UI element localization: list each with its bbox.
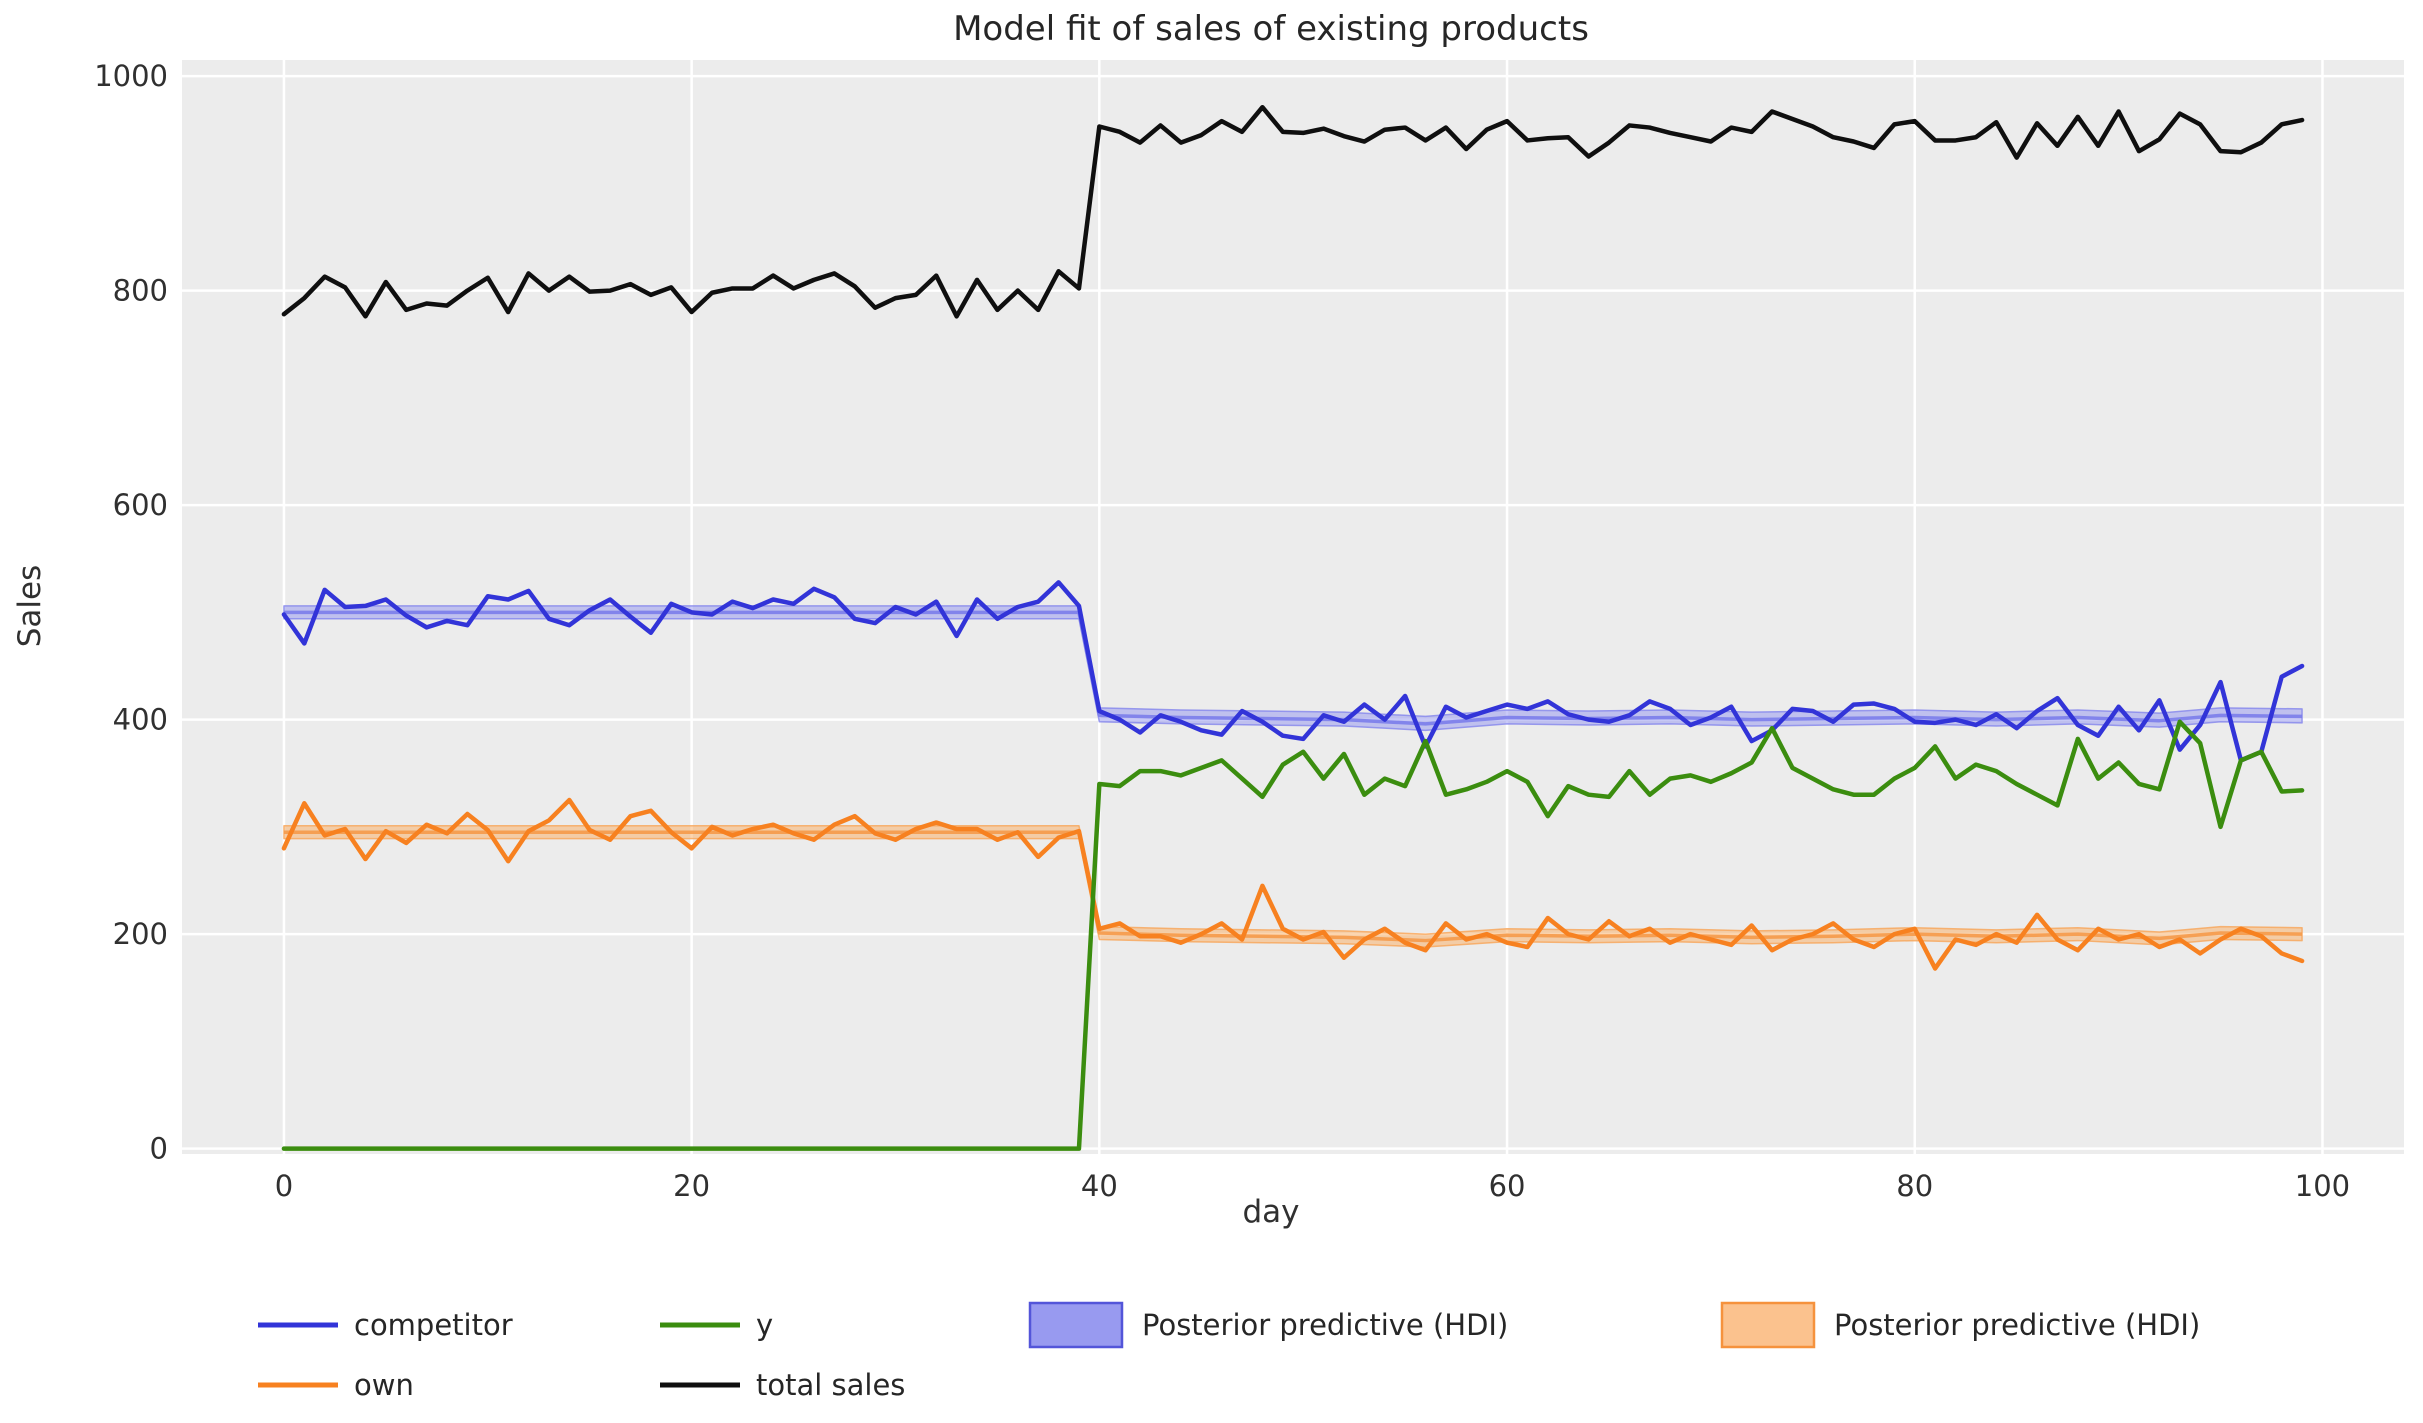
- y-tick-label: 800: [113, 274, 168, 308]
- x-tick-label: 40: [1081, 1169, 1118, 1203]
- series-line-total-sales: [281, 104, 2305, 319]
- x-tick-label: 0: [275, 1169, 293, 1203]
- legend-entry-label: own: [354, 1368, 414, 1402]
- legend-patch-swatch: [1720, 1301, 1816, 1349]
- legend-entry-label: Posterior predictive (HDI): [1142, 1308, 1508, 1342]
- series-line-competitor: [281, 580, 2305, 763]
- legend-entry-label: Posterior predictive (HDI): [1834, 1308, 2200, 1342]
- y-tick-label: 200: [113, 917, 168, 951]
- x-tick-label: 20: [673, 1169, 710, 1203]
- y-tick-label: 600: [113, 488, 168, 522]
- y-tick-label: 400: [113, 703, 168, 737]
- series-line-y: [281, 719, 2305, 1151]
- legend-patch-swatch: [1028, 1301, 1124, 1349]
- x-axis-label: day: [1242, 1194, 1299, 1230]
- legend-entry: own: [258, 1368, 414, 1402]
- legend-entry: Posterior predictive (HDI): [1720, 1301, 2200, 1349]
- y-tick-label: 1000: [94, 59, 168, 93]
- legend-entry: competitor: [258, 1308, 513, 1342]
- legend: competitor own y total sales Posterior predi…: [258, 1301, 2200, 1402]
- x-tick-label: 100: [2295, 1169, 2350, 1203]
- legend-entry: total sales: [660, 1368, 905, 1402]
- x-tick-label: 80: [1896, 1169, 1933, 1203]
- y-tick-label: 0: [150, 1132, 168, 1166]
- x-tick-label: 60: [1489, 1169, 1526, 1203]
- legend-entry: y: [660, 1308, 773, 1342]
- chart-title: Model fit of sales of existing products: [953, 9, 1589, 49]
- series-line-own: [281, 797, 2305, 971]
- legend-entry-label: total sales: [756, 1368, 905, 1402]
- legend-entry: Posterior predictive (HDI): [1028, 1301, 1508, 1349]
- legend-entry-label: y: [756, 1308, 773, 1342]
- legend-entry-label: competitor: [354, 1308, 513, 1342]
- y-axis-label: Sales: [12, 565, 48, 648]
- plot-layer: [182, 60, 2404, 1154]
